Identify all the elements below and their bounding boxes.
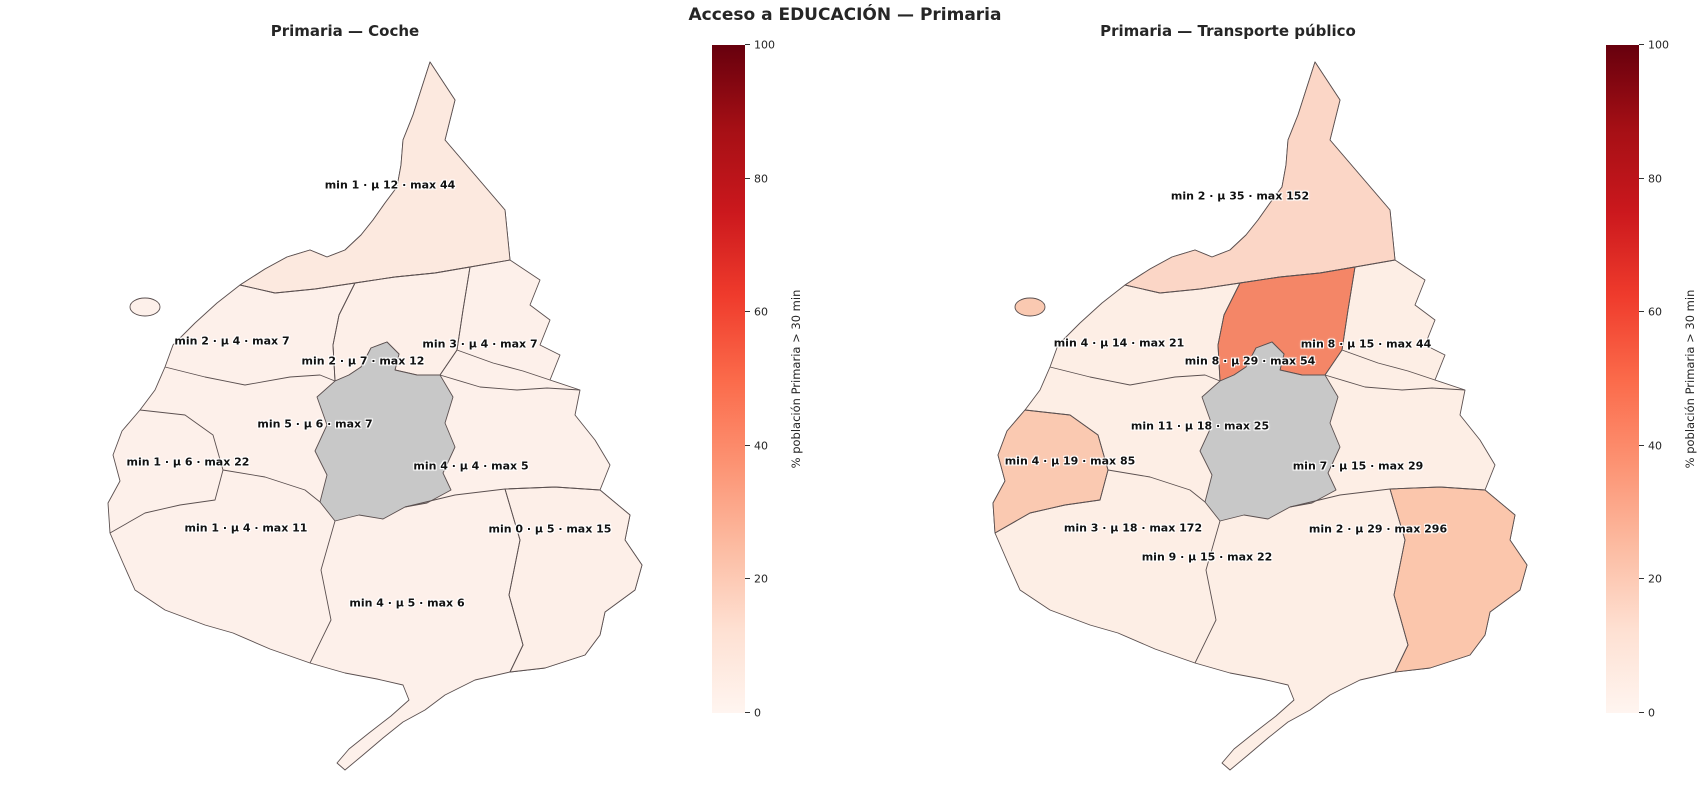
tick-mark: [745, 178, 750, 180]
colorbar-coche: 100 80 60 40 20 0 % población Primaria >…: [712, 39, 852, 720]
colorbar-gradient: [1606, 45, 1639, 713]
region-label-southwest: min 3 · μ 18 · max 172: [1063, 521, 1203, 535]
region-label-north-central: min 8 · μ 29 · max 54: [1184, 354, 1316, 368]
colorbar-label: % población Primaria > 30 min: [789, 289, 803, 469]
region-label-north: min 1 · μ 12 · max 44: [324, 178, 456, 192]
choropleth-map-transporte: [992, 61, 1528, 771]
figure-title: Acceso a EDUCACIÓN — Primaria: [688, 5, 1002, 25]
map-panel-coche: Primaria — Coche min 1 · μ 12 · max 44 m…: [107, 22, 852, 771]
region-label-northeast: min 8 · μ 15 · max 44: [1300, 337, 1432, 351]
region-label-west: min 5 · μ 6 · max 7: [257, 417, 373, 431]
subplot-title-transporte: Primaria — Transporte público: [1100, 22, 1356, 40]
region-north: [1124, 61, 1396, 294]
tick-mark: [745, 578, 750, 580]
region-label-southeast: min 2 · μ 29 · max 296: [1308, 522, 1448, 536]
region-southeast: [504, 486, 643, 673]
region-southeast: [1389, 486, 1528, 673]
colorbar-label: % población Primaria > 30 min: [1683, 289, 1697, 469]
tick-mark: [1639, 712, 1644, 714]
choropleth-map-coche: [107, 61, 643, 771]
tick-mark: [1639, 311, 1644, 313]
colorbar-transporte: 100 80 60 40 20 0 % población Primaria >…: [1606, 39, 1699, 720]
region-label-north-central: min 2 · μ 7 · max 12: [301, 354, 425, 368]
region-label-east-central: min 4 · μ 4 · max 5: [413, 459, 529, 473]
tick-mark: [745, 712, 750, 714]
region-label-northwest: min 4 · μ 14 · max 21: [1053, 336, 1185, 350]
tick-mark: [745, 311, 750, 313]
tick-mark: [745, 44, 750, 46]
region-label-north: min 2 · μ 35 · max 152: [1170, 189, 1310, 203]
region-label-west: min 11 · μ 18 · max 25: [1130, 419, 1270, 433]
colorbar-gradient: [712, 45, 745, 713]
region-label-northeast: min 3 · μ 4 · max 7: [422, 337, 538, 351]
region-label-far-west: min 4 · μ 19 · max 85: [1004, 454, 1136, 468]
region-label-southeast: min 0 · μ 5 · max 15: [488, 522, 612, 536]
tick-mark: [1639, 178, 1644, 180]
tick-mark: [1639, 578, 1644, 580]
subplot-title-coche: Primaria — Coche: [270, 22, 420, 40]
region-west-exclave: [129, 297, 161, 317]
region-label-south: min 4 · μ 5 · max 6: [349, 596, 465, 610]
tick-mark: [745, 445, 750, 447]
region-label-northwest: min 2 · μ 4 · max 7: [174, 334, 290, 348]
tick-mark: [1639, 445, 1644, 447]
region-label-east-central: min 7 · μ 15 · max 29: [1292, 459, 1424, 473]
region-north: [239, 61, 511, 294]
region-label-south: min 9 · μ 15 · max 22: [1141, 550, 1273, 564]
region-label-far-west: min 1 · μ 6 · max 22: [126, 455, 250, 469]
map-panel-transporte: Primaria — Transporte público min 2 · μ …: [860, 0, 1699, 788]
region-west-exclave: [1014, 297, 1046, 317]
tick-mark: [1639, 44, 1644, 46]
region-label-southwest: min 1 · μ 4 · max 11: [184, 521, 308, 535]
